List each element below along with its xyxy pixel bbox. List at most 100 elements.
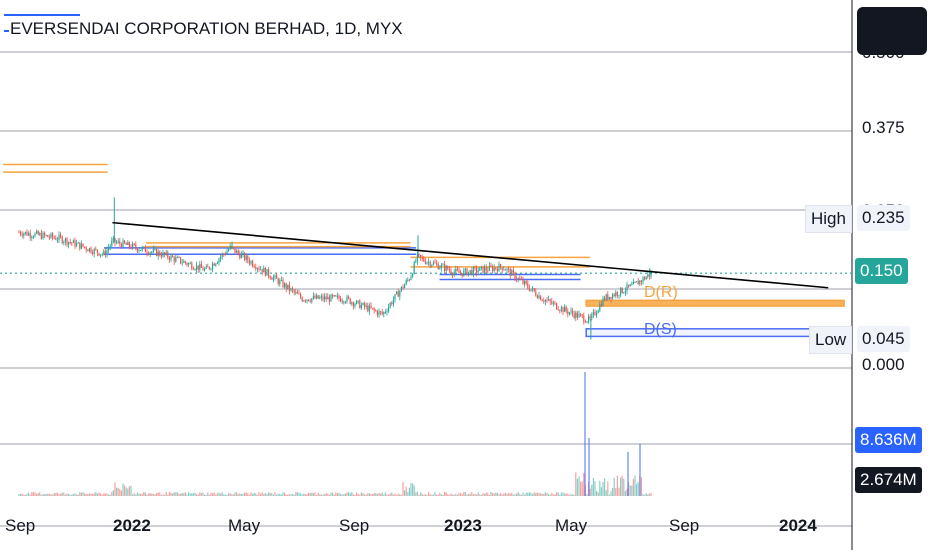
volume-bar bbox=[560, 492, 562, 496]
volume-bar bbox=[216, 493, 218, 496]
volume-bar bbox=[253, 492, 255, 496]
volume-bar bbox=[175, 492, 177, 496]
volume-bar bbox=[325, 493, 327, 496]
time-tick-label: 2022 bbox=[113, 516, 151, 535]
volume-bar bbox=[109, 494, 111, 496]
candle-body bbox=[116, 242, 118, 244]
candle-body bbox=[247, 255, 249, 261]
volume-bar bbox=[581, 481, 583, 496]
volume-bar bbox=[204, 494, 206, 496]
candle-body bbox=[644, 277, 646, 280]
volume-bar bbox=[101, 494, 103, 496]
volume-bar bbox=[308, 492, 310, 496]
volume-bar bbox=[165, 492, 167, 496]
candle-body bbox=[378, 311, 380, 315]
candle-body bbox=[252, 261, 254, 267]
candle-body bbox=[23, 233, 25, 236]
candle-body bbox=[162, 252, 164, 257]
candle-body bbox=[183, 261, 185, 263]
candle-body bbox=[591, 314, 593, 319]
volume-bar bbox=[352, 494, 354, 496]
volume-bar bbox=[52, 494, 54, 496]
volume-bar bbox=[368, 493, 370, 496]
volume-bar bbox=[212, 493, 214, 496]
volume-bar bbox=[120, 490, 122, 496]
volume-bar bbox=[405, 486, 407, 496]
candle-body bbox=[511, 270, 513, 276]
volume-bar bbox=[474, 493, 476, 496]
candle-body bbox=[442, 264, 444, 266]
volume-bar bbox=[596, 491, 598, 496]
volume-bar bbox=[456, 494, 458, 496]
volume-bar bbox=[432, 494, 434, 496]
volume-bar bbox=[600, 487, 602, 496]
candle-body bbox=[637, 281, 639, 285]
volume-bar bbox=[404, 490, 406, 496]
volume-bar bbox=[608, 494, 610, 496]
volume-bar bbox=[263, 494, 265, 496]
candle-body bbox=[40, 233, 42, 239]
volume-bar bbox=[306, 494, 308, 496]
volume-bar bbox=[303, 493, 305, 496]
zone-label-support: D(S) bbox=[644, 321, 677, 338]
candle-body bbox=[384, 311, 386, 313]
volume-bar bbox=[592, 477, 594, 496]
volume-bar bbox=[156, 493, 158, 496]
volume-bar bbox=[63, 492, 65, 496]
candle-body bbox=[488, 265, 490, 271]
candle-body bbox=[136, 248, 138, 252]
volume-bar bbox=[237, 493, 239, 496]
candle-body bbox=[242, 253, 244, 255]
low-value: 0.045 bbox=[857, 326, 910, 352]
volume-bar bbox=[429, 494, 431, 496]
candle-body bbox=[506, 268, 508, 271]
candle-body bbox=[517, 278, 519, 280]
candle-body bbox=[479, 267, 481, 271]
candle-body bbox=[191, 263, 193, 269]
volume-bar bbox=[517, 492, 519, 496]
candle-body bbox=[213, 263, 215, 266]
volume-bar bbox=[98, 492, 100, 496]
volume-bar bbox=[365, 494, 367, 496]
volume-bar bbox=[149, 493, 151, 496]
volume-bar bbox=[376, 494, 378, 496]
volume-bar bbox=[314, 492, 316, 496]
volume-bar bbox=[48, 493, 50, 496]
volume-bar bbox=[357, 494, 359, 496]
volume-bar bbox=[269, 492, 271, 496]
volume-bar bbox=[103, 493, 105, 496]
volume-bar bbox=[464, 492, 466, 496]
volume-bar bbox=[396, 494, 398, 496]
candle-body bbox=[468, 271, 470, 276]
chart-title: EVERSENDAI CORPORATION BERHAD, 1D, MYX bbox=[10, 19, 403, 38]
volume-bar bbox=[618, 487, 620, 496]
volume-bar bbox=[448, 494, 450, 496]
candle-body bbox=[312, 295, 314, 299]
volume-bar bbox=[180, 493, 182, 496]
candle-body bbox=[119, 241, 121, 244]
square-panel-icon[interactable] bbox=[857, 7, 927, 55]
candle-body bbox=[597, 310, 599, 314]
volume-bar bbox=[348, 492, 350, 496]
volume-bar bbox=[493, 493, 495, 496]
candle-body bbox=[196, 265, 198, 270]
candle-body bbox=[120, 243, 122, 248]
volume-bar bbox=[87, 494, 89, 496]
candle-body bbox=[452, 273, 454, 275]
time-tick-label: May bbox=[228, 516, 261, 535]
volume-bar bbox=[69, 494, 71, 496]
volume-bar bbox=[479, 494, 481, 496]
candle-body bbox=[631, 284, 633, 286]
candle-body bbox=[492, 266, 494, 272]
volume-bar bbox=[264, 492, 266, 496]
volume-bar bbox=[536, 492, 538, 496]
candle-body bbox=[575, 312, 577, 318]
candle-body bbox=[642, 277, 644, 282]
candle-body bbox=[44, 232, 46, 236]
volume-bar bbox=[472, 494, 474, 496]
candle-body bbox=[541, 300, 543, 302]
candle-body bbox=[103, 251, 105, 255]
candle-body bbox=[367, 305, 369, 312]
